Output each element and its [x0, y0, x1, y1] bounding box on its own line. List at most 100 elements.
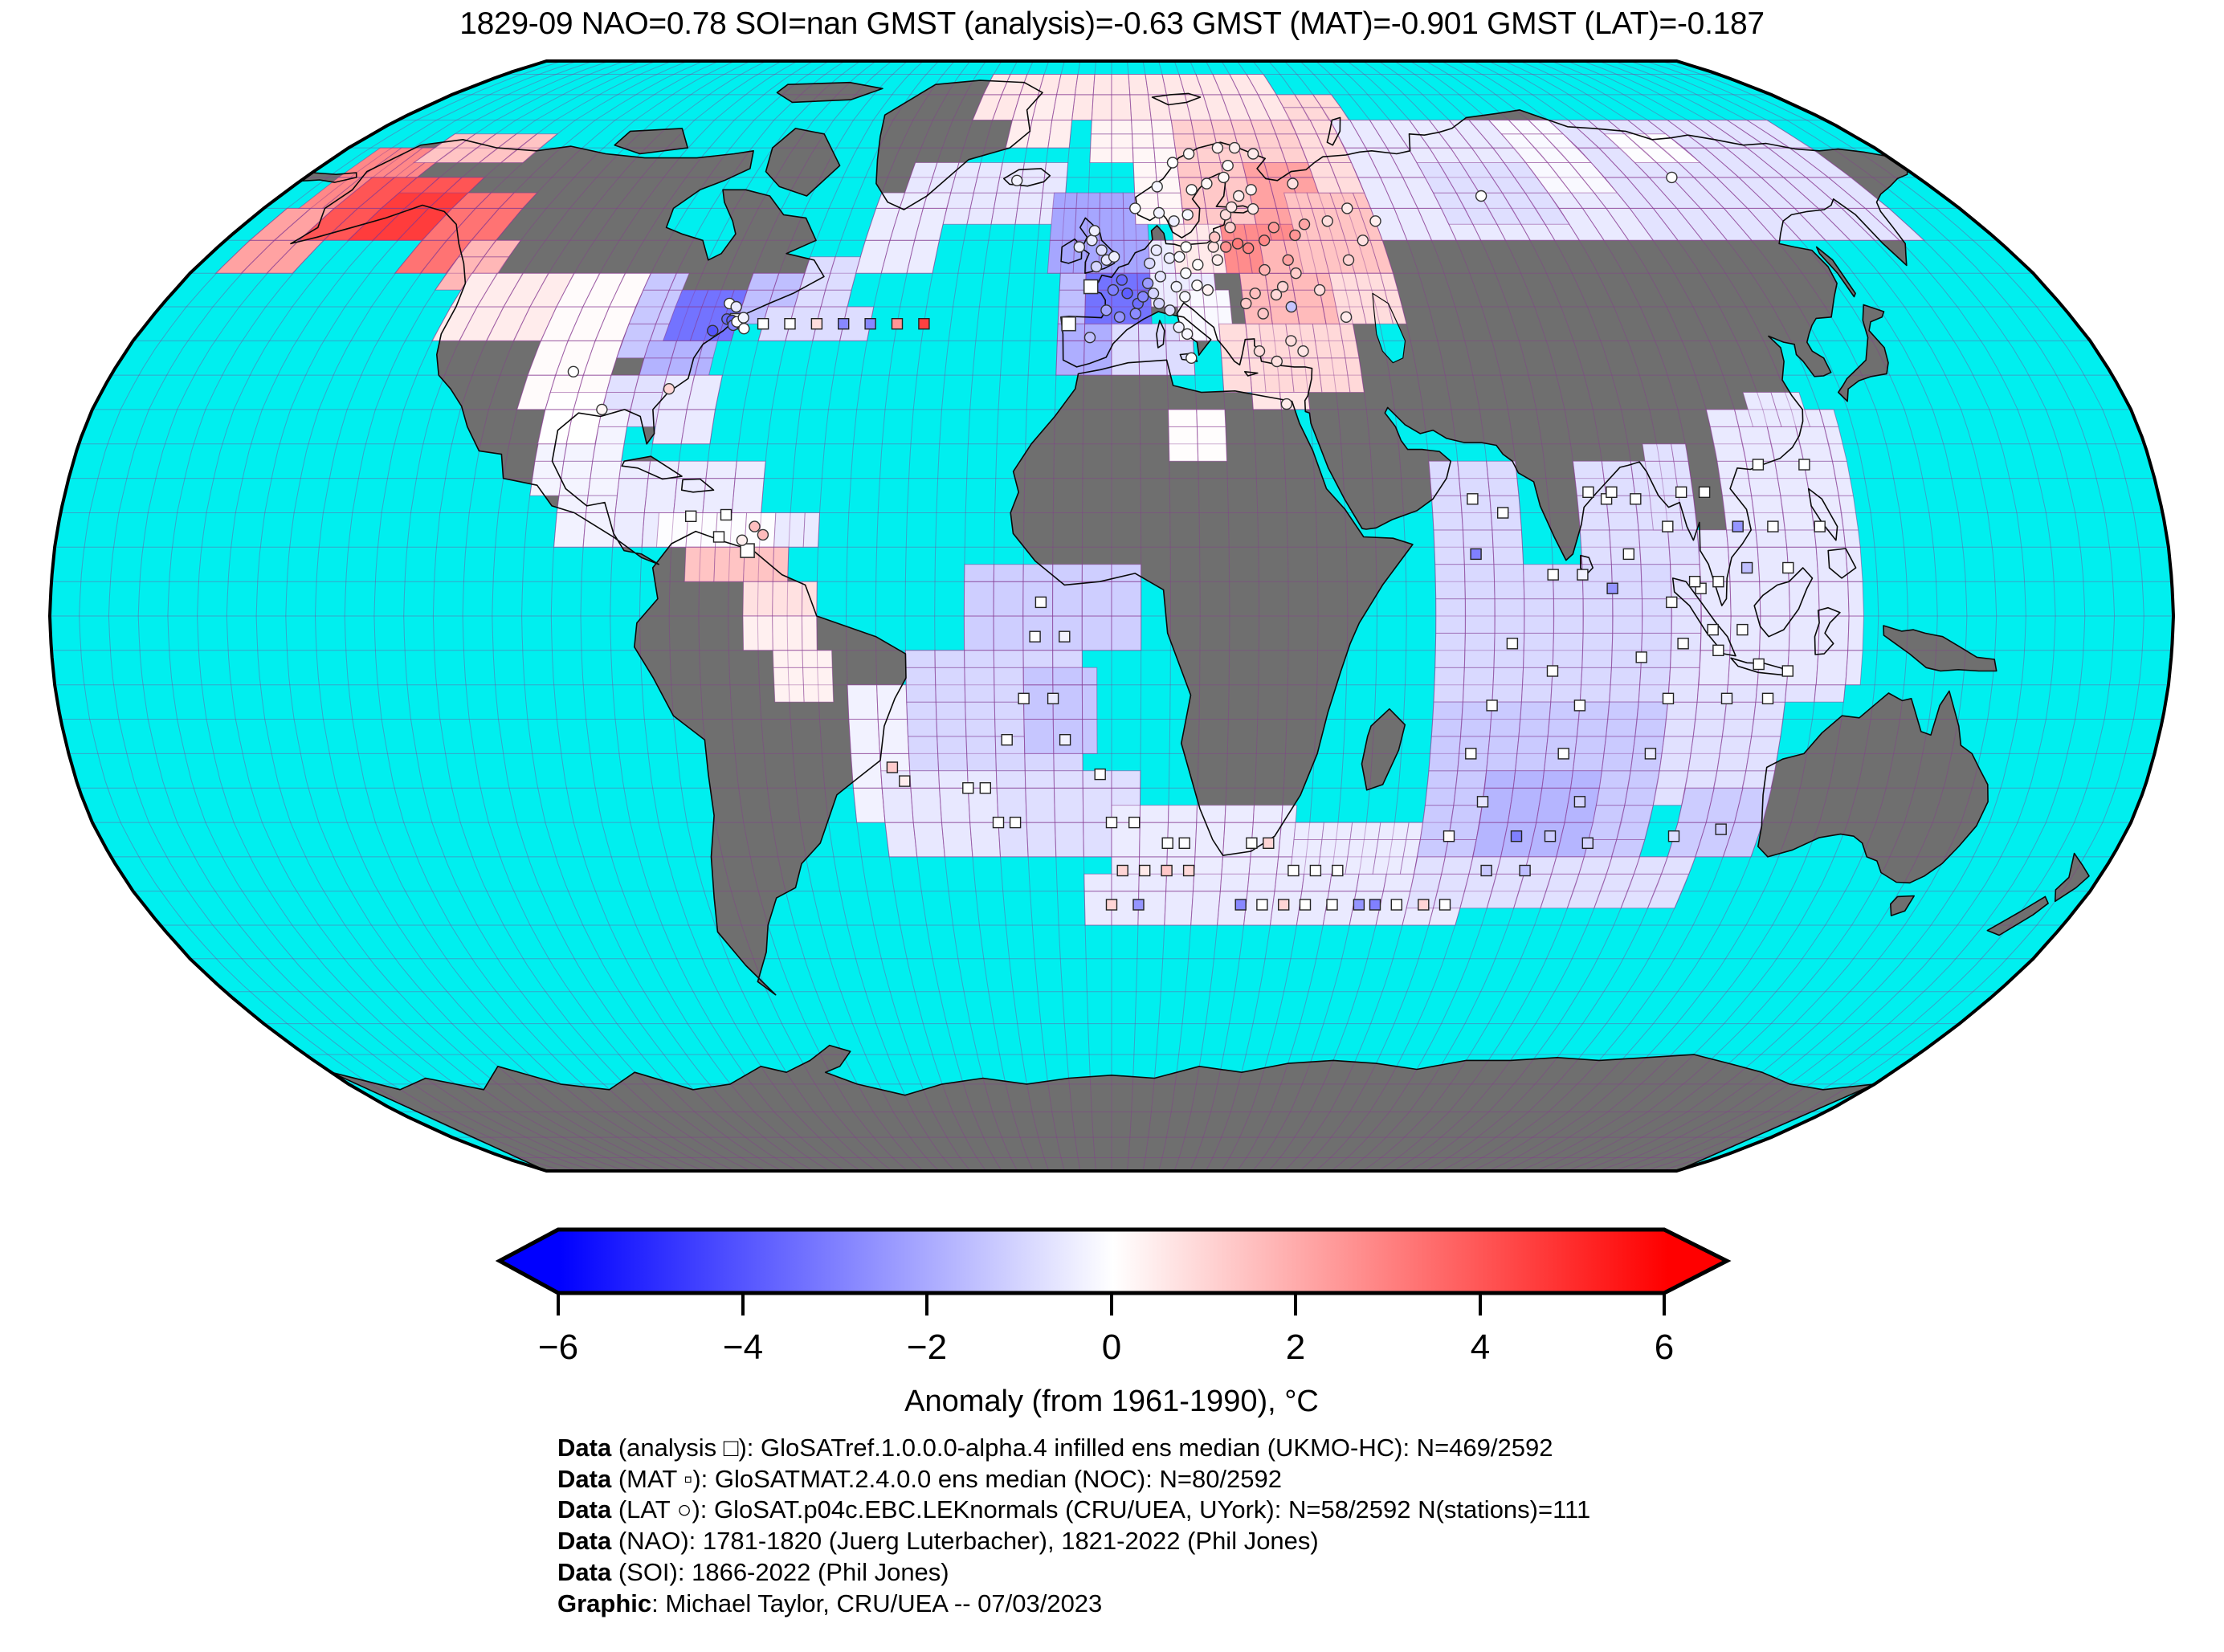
anomaly-cell	[643, 478, 678, 513]
mat-square-marker	[1309, 864, 1322, 877]
mat-square-marker	[1644, 748, 1657, 760]
anomaly-cell	[705, 460, 737, 479]
anomaly-cell	[614, 478, 649, 513]
lat-circle-marker	[1219, 241, 1232, 253]
lat-circle-marker	[1096, 244, 1108, 256]
anomaly-cell	[995, 770, 1026, 789]
lat-circle-marker	[736, 534, 749, 546]
mat-square-marker	[864, 318, 876, 330]
mat-square-marker	[1814, 520, 1826, 532]
lat-circle-marker	[1192, 259, 1204, 271]
anomaly-cell	[1842, 529, 1861, 548]
lat-circle-marker	[1168, 215, 1180, 227]
mat-square-marker	[1720, 692, 1733, 704]
colorbar-tick-label: 2	[1286, 1328, 1305, 1367]
anomaly-cell	[1111, 873, 1140, 892]
mat-square-marker	[720, 508, 732, 521]
mat-square-marker	[685, 510, 697, 522]
mat-square-marker	[1698, 486, 1711, 498]
mat-square-marker	[918, 318, 930, 330]
anomaly-cell	[1054, 822, 1084, 858]
lat-circle-marker	[1088, 225, 1101, 237]
lat-circle-marker	[1163, 252, 1176, 264]
anomaly-cell	[1770, 392, 1811, 427]
anomaly-cell	[1644, 133, 1702, 163]
lat-circle-marker	[567, 365, 580, 377]
mat-square-marker	[1547, 569, 1559, 581]
lat-circle-marker	[1245, 184, 1257, 196]
anomaly-cell	[1092, 74, 1112, 96]
anomaly-cell	[1091, 94, 1112, 120]
anomaly-cell	[1111, 133, 1134, 163]
anomaly-cell	[1788, 581, 1820, 617]
mat-square-marker	[1667, 830, 1680, 842]
caption-line: Data (SOI): 1866-2022 (Phil Jones)	[557, 1557, 949, 1586]
caption-line: Data (analysis □): GloSATref.1.0.0.0-alp…	[557, 1434, 1553, 1462]
mat-square-marker	[1390, 899, 1403, 911]
mat-square-marker	[962, 782, 974, 794]
anomaly-cell	[881, 787, 914, 823]
anomaly-cell	[1512, 770, 1545, 789]
lat-circle-marker	[1181, 328, 1194, 341]
lat-circle-marker	[1208, 231, 1221, 243]
anomaly-cell	[963, 615, 994, 651]
lat-circle-marker	[1141, 277, 1154, 289]
lat-circle-marker	[1129, 202, 1141, 214]
lat-circle-marker	[1121, 288, 1133, 300]
lat-circle-marker	[1173, 251, 1185, 263]
lat-circle-marker	[1201, 177, 1213, 190]
mat-square-marker	[712, 531, 725, 543]
lat-circle-marker	[738, 323, 750, 335]
mat-square-marker	[1001, 734, 1013, 746]
anomaly-cell	[1167, 409, 1198, 427]
anomaly-cell	[1059, 272, 1087, 291]
lat-circle-marker	[1357, 235, 1369, 247]
anomaly-cell	[731, 478, 765, 513]
analysis-square-marker	[1083, 279, 1099, 295]
caption-line: Data (LAT ○): GloSAT.p04c.EBC.LEKnormals…	[557, 1495, 1591, 1524]
mat-square-marker	[1287, 864, 1300, 877]
world-map	[47, 59, 2176, 1173]
anomaly-cell	[1081, 615, 1112, 651]
mat-square-marker	[1582, 486, 1594, 498]
lat-circle-marker	[1218, 171, 1230, 184]
mat-square-marker	[1736, 623, 1749, 636]
lat-circle-marker	[1259, 263, 1271, 276]
anomaly-cell	[686, 374, 723, 410]
lat-circle-marker	[1073, 241, 1086, 253]
mat-square-marker	[1688, 576, 1701, 588]
lat-circle-marker	[1369, 215, 1381, 227]
mat-square-marker	[1326, 899, 1338, 911]
lat-circle-marker	[1170, 280, 1182, 293]
lat-circle-marker	[596, 403, 608, 416]
anomaly-cell	[1090, 120, 1112, 135]
mat-square-marker	[1277, 899, 1290, 911]
lat-circle-marker	[1271, 355, 1283, 368]
lat-circle-marker	[1211, 141, 1224, 154]
lat-circle-marker	[1287, 177, 1299, 190]
map-border	[47, 59, 2176, 1173]
mat-square-marker	[1256, 899, 1268, 911]
mat-square-marker	[1606, 486, 1618, 498]
mat-square-marker	[1299, 899, 1312, 911]
anomaly-cell	[582, 512, 616, 548]
mat-square-marker	[1573, 796, 1586, 808]
anomaly-cell	[673, 478, 707, 513]
anomaly-cell	[1111, 94, 1132, 120]
lat-circle-marker	[1166, 157, 1179, 169]
anomaly-cell	[1190, 120, 1215, 135]
mat-square-marker	[1480, 864, 1492, 877]
anomaly-cell	[1356, 873, 1387, 892]
lat-circle-marker	[1247, 203, 1259, 215]
lat-circle-marker	[1182, 148, 1195, 160]
mat-square-marker	[1767, 520, 1779, 532]
mat-square-marker	[979, 782, 992, 794]
mat-square-marker	[1018, 692, 1030, 704]
anomaly-cell	[1138, 873, 1168, 892]
colorbar-tick-label: 0	[1102, 1328, 1121, 1367]
mat-square-marker	[891, 318, 904, 330]
anomaly-cell	[941, 822, 973, 858]
anomaly-cell	[1379, 272, 1398, 291]
anomaly-cell	[1111, 770, 1141, 789]
anomaly-cell	[1486, 460, 1520, 496]
